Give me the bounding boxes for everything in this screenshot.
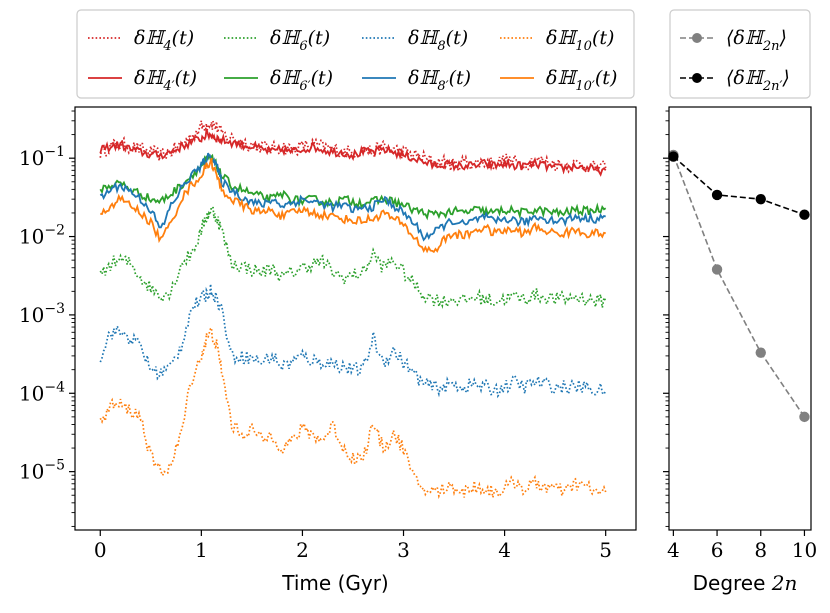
y-tick-label: 10−4 bbox=[19, 379, 65, 405]
side-point-0-1 bbox=[711, 264, 723, 275]
side-point-1-1 bbox=[711, 189, 723, 201]
side-legend-marker-0 bbox=[692, 33, 702, 43]
legend-label: δℍ4′(t) bbox=[134, 67, 197, 94]
side-legend: ⟨δℍ2n⟩ ⟨δℍ2n′⟩ bbox=[669, 9, 811, 99]
side-point-0-2 bbox=[755, 347, 766, 358]
legend-label: δℍ10(t) bbox=[546, 27, 614, 54]
x-tick-label: 0 bbox=[94, 538, 107, 562]
y-tick-label: 10−2 bbox=[19, 223, 65, 249]
side-x-axis-title: Degree 2n bbox=[693, 571, 798, 595]
series-line-7 bbox=[100, 157, 606, 254]
side-series-line-1 bbox=[672, 155, 805, 216]
x-tick-label: 4 bbox=[498, 538, 511, 562]
main-plot: 0 1 2 3 4 5 10−1 10−2 10−3 10−4 10−5 Time (Gyr) bbox=[19, 106, 637, 595]
legend-label: δℍ10′(t) bbox=[546, 67, 617, 94]
x-tick-label: 3 bbox=[397, 538, 410, 562]
series-line-3 bbox=[99, 153, 607, 221]
side-legend-box bbox=[669, 9, 811, 99]
side-x-tick-label: 8 bbox=[754, 538, 767, 562]
side-legend-marker-1 bbox=[692, 73, 702, 83]
series-line-2 bbox=[99, 205, 607, 309]
y-tick-label: 10−3 bbox=[19, 301, 65, 327]
series-line-1 bbox=[99, 128, 607, 177]
series-line-4 bbox=[99, 283, 607, 399]
legend-label: δℍ8(t) bbox=[408, 27, 468, 54]
side-plot: 4 6 8 10 Degree 2n bbox=[663, 106, 817, 595]
side-point-1-2 bbox=[755, 193, 766, 205]
legend-label: δℍ8′(t) bbox=[408, 67, 471, 94]
main-x-axis-title: Time (Gyr) bbox=[281, 571, 388, 595]
legend-label: δℍ4(t) bbox=[134, 27, 194, 54]
legend-label: ⟨δℍ2n⟩ bbox=[726, 27, 787, 54]
y-tick-label: 10−1 bbox=[19, 144, 65, 170]
side-point-1-0 bbox=[668, 151, 679, 162]
main-legend: δℍ4(t) δℍ6(t) δℍ8(t) δℍ10(t) δℍ4′(t) δℍ6′(t) δ… bbox=[76, 9, 635, 99]
x-tick-label: 5 bbox=[599, 538, 612, 562]
side-x-tick-label: 4 bbox=[667, 538, 680, 562]
legend-label: ⟨δℍ2n′⟩ bbox=[726, 67, 790, 94]
x-tick-label: 2 bbox=[296, 538, 309, 562]
legend-label: δℍ6′(t) bbox=[270, 67, 333, 94]
series-line-5 bbox=[99, 152, 606, 242]
side-x-tick-label: 10 bbox=[792, 538, 817, 562]
x-tick-label: 1 bbox=[195, 538, 208, 562]
y-tick-label: 10−5 bbox=[19, 458, 65, 484]
legend-label: δℍ6(t) bbox=[270, 27, 330, 54]
main-legend-box bbox=[76, 9, 635, 99]
series-line-6 bbox=[99, 326, 607, 500]
side-point-1-3 bbox=[799, 209, 810, 220]
side-point-0-3 bbox=[799, 411, 810, 423]
side-x-tick-label: 6 bbox=[711, 538, 724, 562]
side-series-line-0 bbox=[672, 154, 806, 418]
